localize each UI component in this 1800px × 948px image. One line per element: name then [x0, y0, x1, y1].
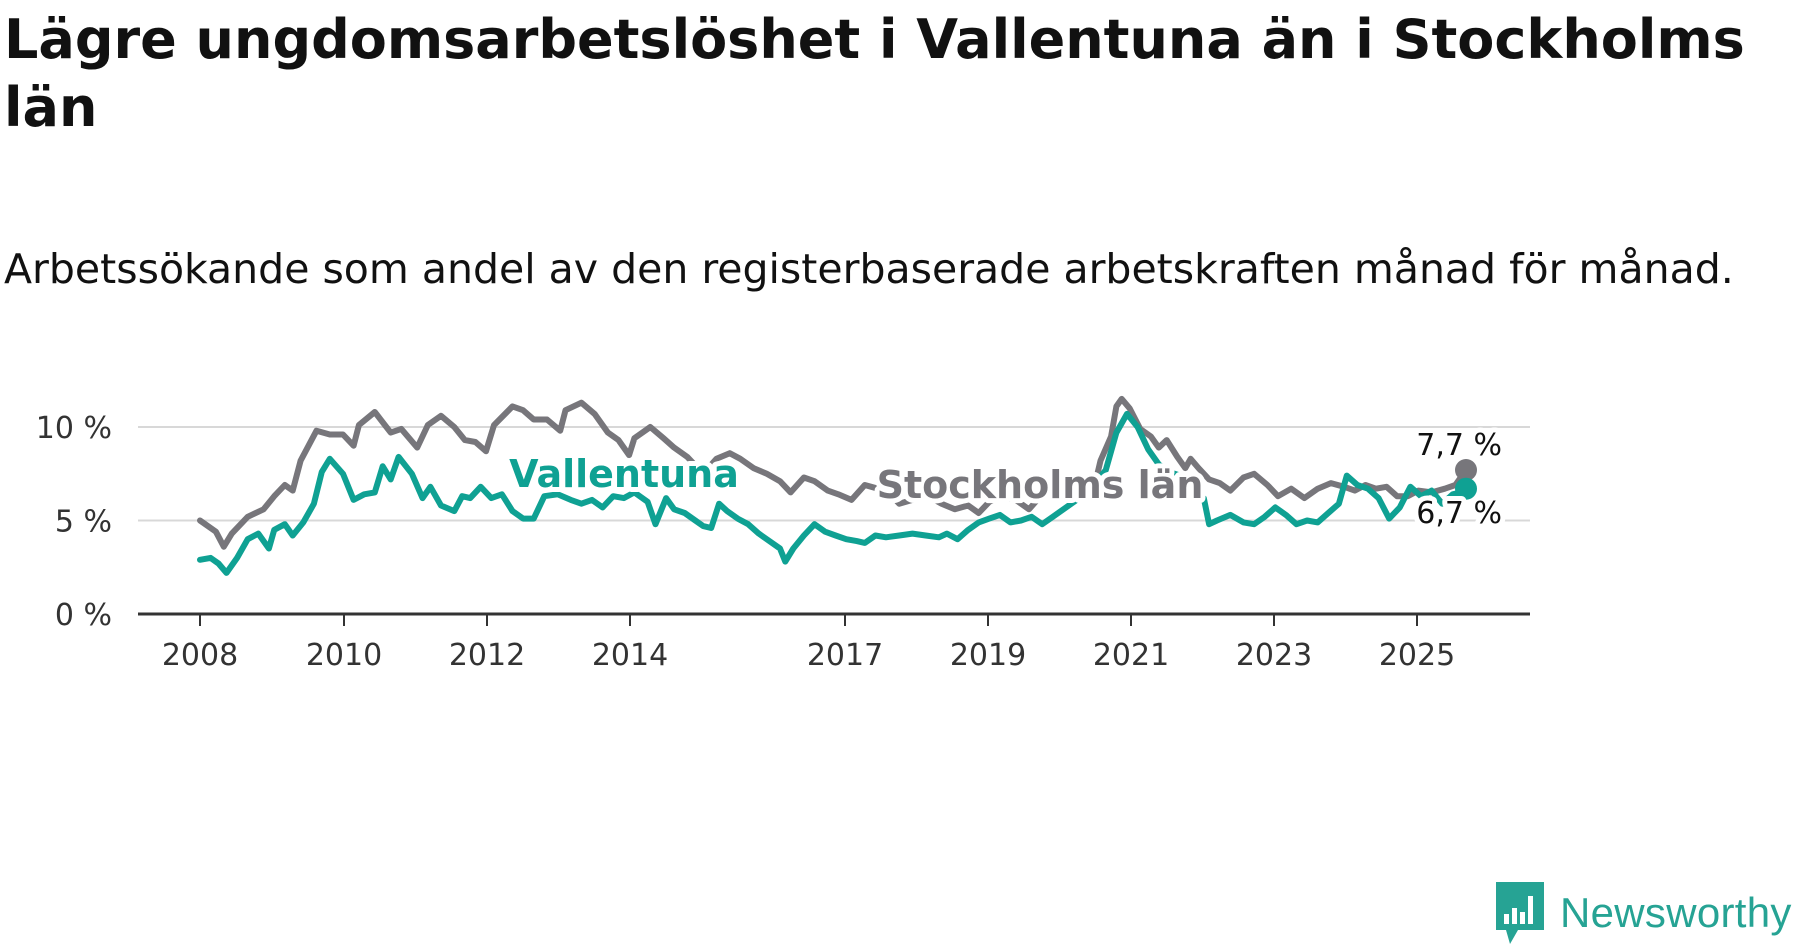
- chart-title: Lägre ungdomsarbetslöshet i Vallentuna ä…: [4, 8, 1745, 139]
- x-tick-label: 2023: [1236, 638, 1312, 673]
- x-tick-label: 2010: [306, 638, 382, 673]
- series-line-vallentuna: [197, 410, 1469, 576]
- x-tick-label: 2017: [807, 638, 883, 673]
- y-axis-labels: 0 % 5 % 10 %: [36, 411, 112, 633]
- series-label-stockholm: Stockholms län: [877, 463, 1204, 507]
- y-tick-label: 0 %: [55, 598, 112, 633]
- series-label-vallentuna: Vallentuna: [509, 452, 739, 496]
- brand-logo[interactable]: Newsworthy: [1494, 878, 1792, 948]
- x-axis: 2008 2010 2012 2014 2017 2019 2021 2023 2025: [138, 612, 1530, 673]
- series-label-vallentuna-halo: Vallentuna: [509, 452, 739, 496]
- x-tick-label: 2014: [592, 638, 668, 673]
- end-value-label-vallentuna: 6,7 %: [1416, 496, 1502, 531]
- series-lines: [197, 395, 1477, 576]
- end-point-vallentuna: [1455, 477, 1477, 500]
- end-point-stockholms-län: [1455, 459, 1477, 482]
- bar-chart-bubble-icon: [1496, 882, 1544, 944]
- x-tick-label: 2019: [950, 638, 1026, 673]
- x-tick-label: 2021: [1093, 638, 1169, 673]
- end-value-label-stockholm-halo: 7,7 %: [1416, 428, 1502, 463]
- chart-subtitle: Arbetssökande som andel av den registerb…: [4, 245, 1734, 293]
- end-value-label-stockholm: 7,7 %: [1416, 428, 1502, 463]
- series-label-stockholm-halo: Stockholms län: [877, 463, 1204, 507]
- series-line-stockholms-län: [197, 395, 1469, 550]
- x-tick-label: 2025: [1379, 638, 1455, 673]
- x-tick-label: 2008: [162, 638, 238, 673]
- y-tick-label: 10 %: [36, 411, 112, 446]
- end-value-label-vallentuna-halo: 6,7 %: [1416, 496, 1502, 531]
- line-chart: 0 %5 %10 % 2008 2010 2012 2014 2017 2019 2021 2…: [36, 395, 1530, 673]
- x-tick-label: 2012: [449, 638, 525, 673]
- brand-name: Newsworthy: [1560, 889, 1792, 936]
- y-tick-label: 5 %: [55, 505, 112, 540]
